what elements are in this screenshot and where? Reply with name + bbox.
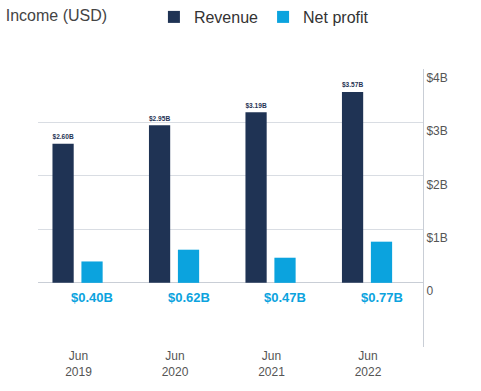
- svg-text:Jun2020: Jun2020: [162, 349, 189, 379]
- svg-text:Jun2019: Jun2019: [65, 349, 92, 379]
- svg-text:Revenue: Revenue: [194, 9, 258, 26]
- svg-text:Income (USD): Income (USD): [6, 7, 107, 24]
- svg-text:$2B: $2B: [426, 178, 447, 192]
- svg-text:$0.62B: $0.62B: [168, 290, 210, 305]
- svg-text:$3B: $3B: [426, 124, 447, 138]
- svg-text:$4B: $4B: [426, 71, 447, 85]
- svg-text:$2.60B: $2.60B: [52, 133, 73, 141]
- svg-text:$3.19B: $3.19B: [245, 102, 266, 110]
- svg-text:0: 0: [426, 284, 433, 298]
- svg-text:$1B: $1B: [426, 231, 447, 245]
- svg-text:$0.40B: $0.40B: [71, 290, 113, 305]
- svg-text:$0.77B: $0.77B: [361, 290, 403, 305]
- svg-text:$0.47B: $0.47B: [264, 290, 306, 305]
- svg-text:Net profit: Net profit: [303, 9, 368, 26]
- svg-text:$3.57B: $3.57B: [342, 81, 363, 89]
- svg-text:$2.95B: $2.95B: [149, 115, 170, 123]
- svg-text:Jun2021: Jun2021: [258, 349, 285, 379]
- svg-text:Jun2022: Jun2022: [355, 349, 382, 379]
